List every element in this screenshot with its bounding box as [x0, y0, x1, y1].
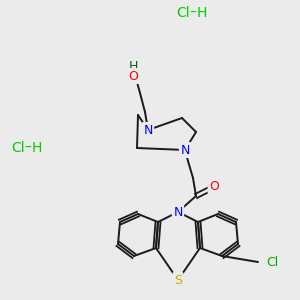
Text: O: O	[209, 179, 219, 193]
Text: –: –	[190, 6, 196, 20]
Text: N: N	[173, 206, 183, 218]
Text: N: N	[180, 143, 190, 157]
Text: H: H	[197, 6, 207, 20]
Text: Cl: Cl	[11, 141, 25, 155]
Text: Cl: Cl	[176, 6, 190, 20]
Text: S: S	[174, 274, 182, 286]
Text: N: N	[143, 124, 153, 136]
Text: H: H	[32, 141, 42, 155]
Text: H: H	[128, 59, 138, 73]
Text: O: O	[128, 70, 138, 83]
Text: –: –	[25, 141, 32, 155]
Text: Cl: Cl	[266, 256, 278, 268]
